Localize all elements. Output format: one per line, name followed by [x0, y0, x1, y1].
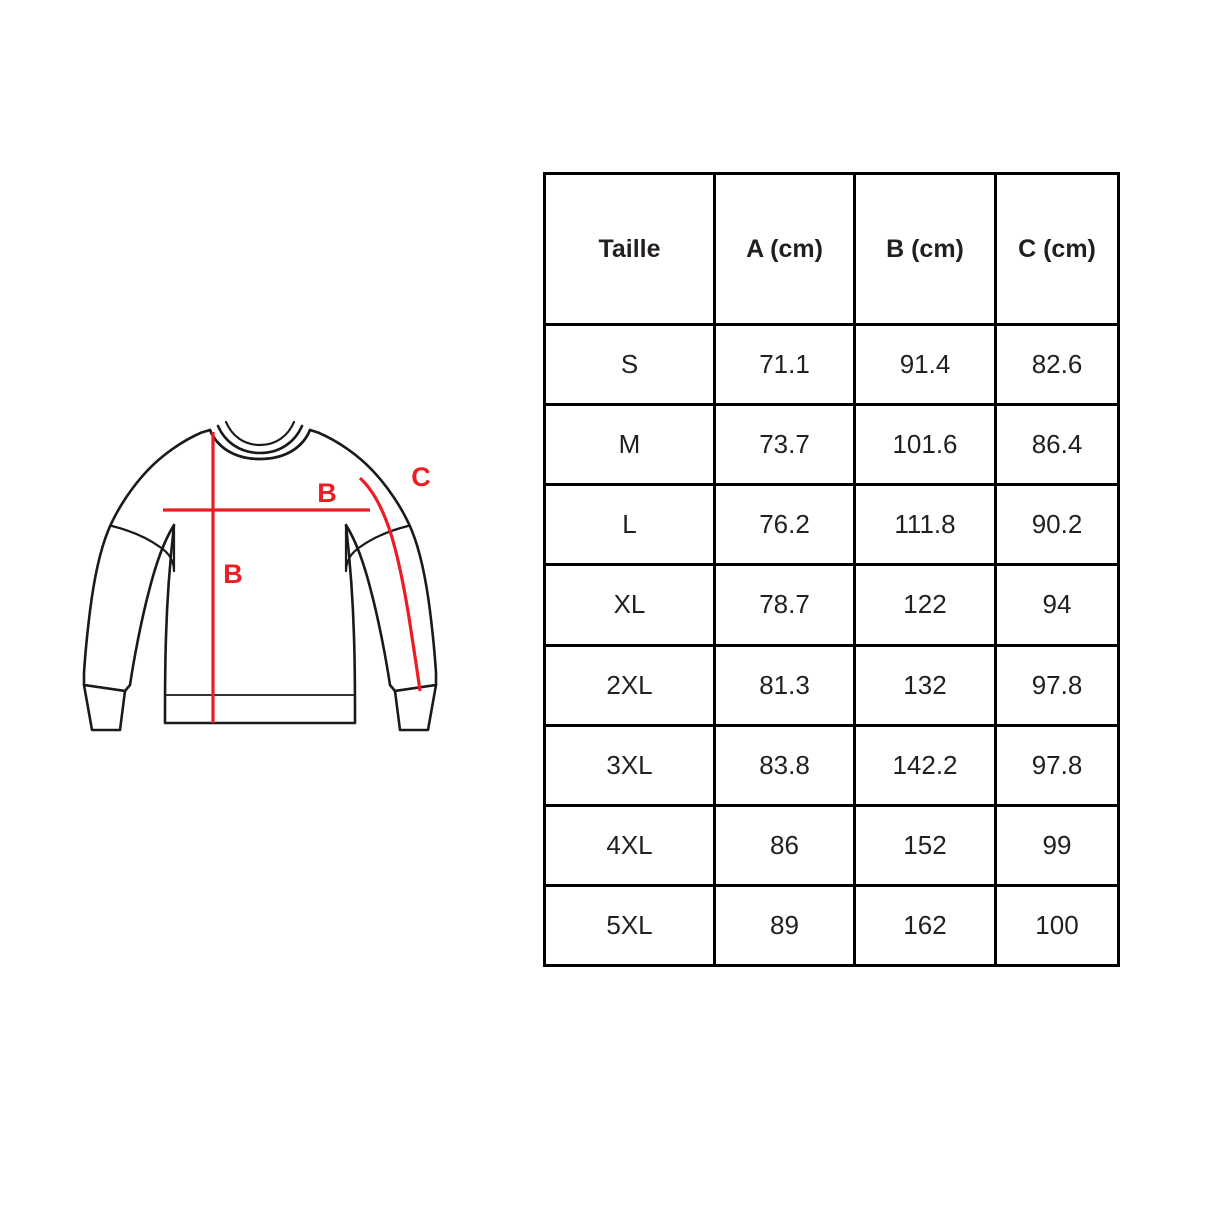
cell-size: S: [543, 322, 716, 407]
cell-a: 78.7: [713, 563, 856, 647]
cell-c: 99: [994, 803, 1120, 887]
measurement-guides: [163, 432, 422, 723]
cell-c: 90.2: [994, 483, 1120, 567]
cell-a: 89: [713, 883, 856, 968]
cell-b: 162: [853, 883, 997, 968]
size-chart-table: Taille A (cm) B (cm) C (cm) S 71.1 91.4 …: [543, 172, 1120, 968]
cell-b: 152: [853, 803, 997, 887]
cell-a: 76.2: [713, 483, 856, 567]
cell-b: 91.4: [853, 322, 997, 407]
cell-b: 132: [853, 643, 997, 727]
table-row: 5XL 89 162 100: [543, 883, 1120, 968]
cell-size: 2XL: [543, 643, 716, 727]
table-row: 3XL 83.8 142.2 97.8: [543, 723, 1120, 807]
cell-a: 81.3: [713, 643, 856, 727]
cell-a: 83.8: [713, 723, 856, 807]
table-row: 4XL 86 152 99: [543, 803, 1120, 887]
cell-c: 100: [994, 883, 1120, 968]
cell-b: 142.2: [853, 723, 997, 807]
size-chart-container: Taille A (cm) B (cm) C (cm) S 71.1 91.4 …: [543, 172, 1120, 968]
sweatshirt-diagram: B B C: [70, 385, 470, 765]
column-header-taille: Taille: [543, 172, 716, 326]
column-header-b: B (cm): [853, 172, 997, 326]
cell-size: L: [543, 483, 716, 567]
cell-c: 94: [994, 563, 1120, 647]
cell-c: 97.8: [994, 643, 1120, 727]
table-row: L 76.2 111.8 90.2: [543, 483, 1120, 567]
cell-size: 4XL: [543, 803, 716, 887]
cell-size: 3XL: [543, 723, 716, 807]
label-b-width: B: [317, 478, 337, 508]
table-row: XL 78.7 122 94: [543, 563, 1120, 647]
label-c-sleeve: C: [411, 462, 431, 492]
cell-b: 101.6: [853, 403, 997, 487]
cell-size: M: [543, 403, 716, 487]
guide-line-c-sleeve: [358, 476, 422, 692]
cell-size: XL: [543, 563, 716, 647]
column-header-c: C (cm): [994, 172, 1120, 326]
table-header-row: Taille A (cm) B (cm) C (cm): [543, 172, 1120, 326]
cell-a: 71.1: [713, 322, 856, 407]
table-row: 2XL 81.3 132 97.8: [543, 643, 1120, 727]
cell-c: 97.8: [994, 723, 1120, 807]
cell-c: 86.4: [994, 403, 1120, 487]
cell-a: 73.7: [713, 403, 856, 487]
cell-b: 111.8: [853, 483, 997, 567]
column-header-a: A (cm): [713, 172, 856, 326]
table-row: M 73.7 101.6 86.4: [543, 403, 1120, 487]
cell-size: 5XL: [543, 883, 716, 968]
table-row: S 71.1 91.4 82.6: [543, 322, 1120, 407]
cell-a: 86: [713, 803, 856, 887]
garment-outline: [82, 420, 438, 732]
label-b-length: B: [223, 559, 243, 589]
cell-c: 82.6: [994, 322, 1120, 407]
cell-b: 122: [853, 563, 997, 647]
